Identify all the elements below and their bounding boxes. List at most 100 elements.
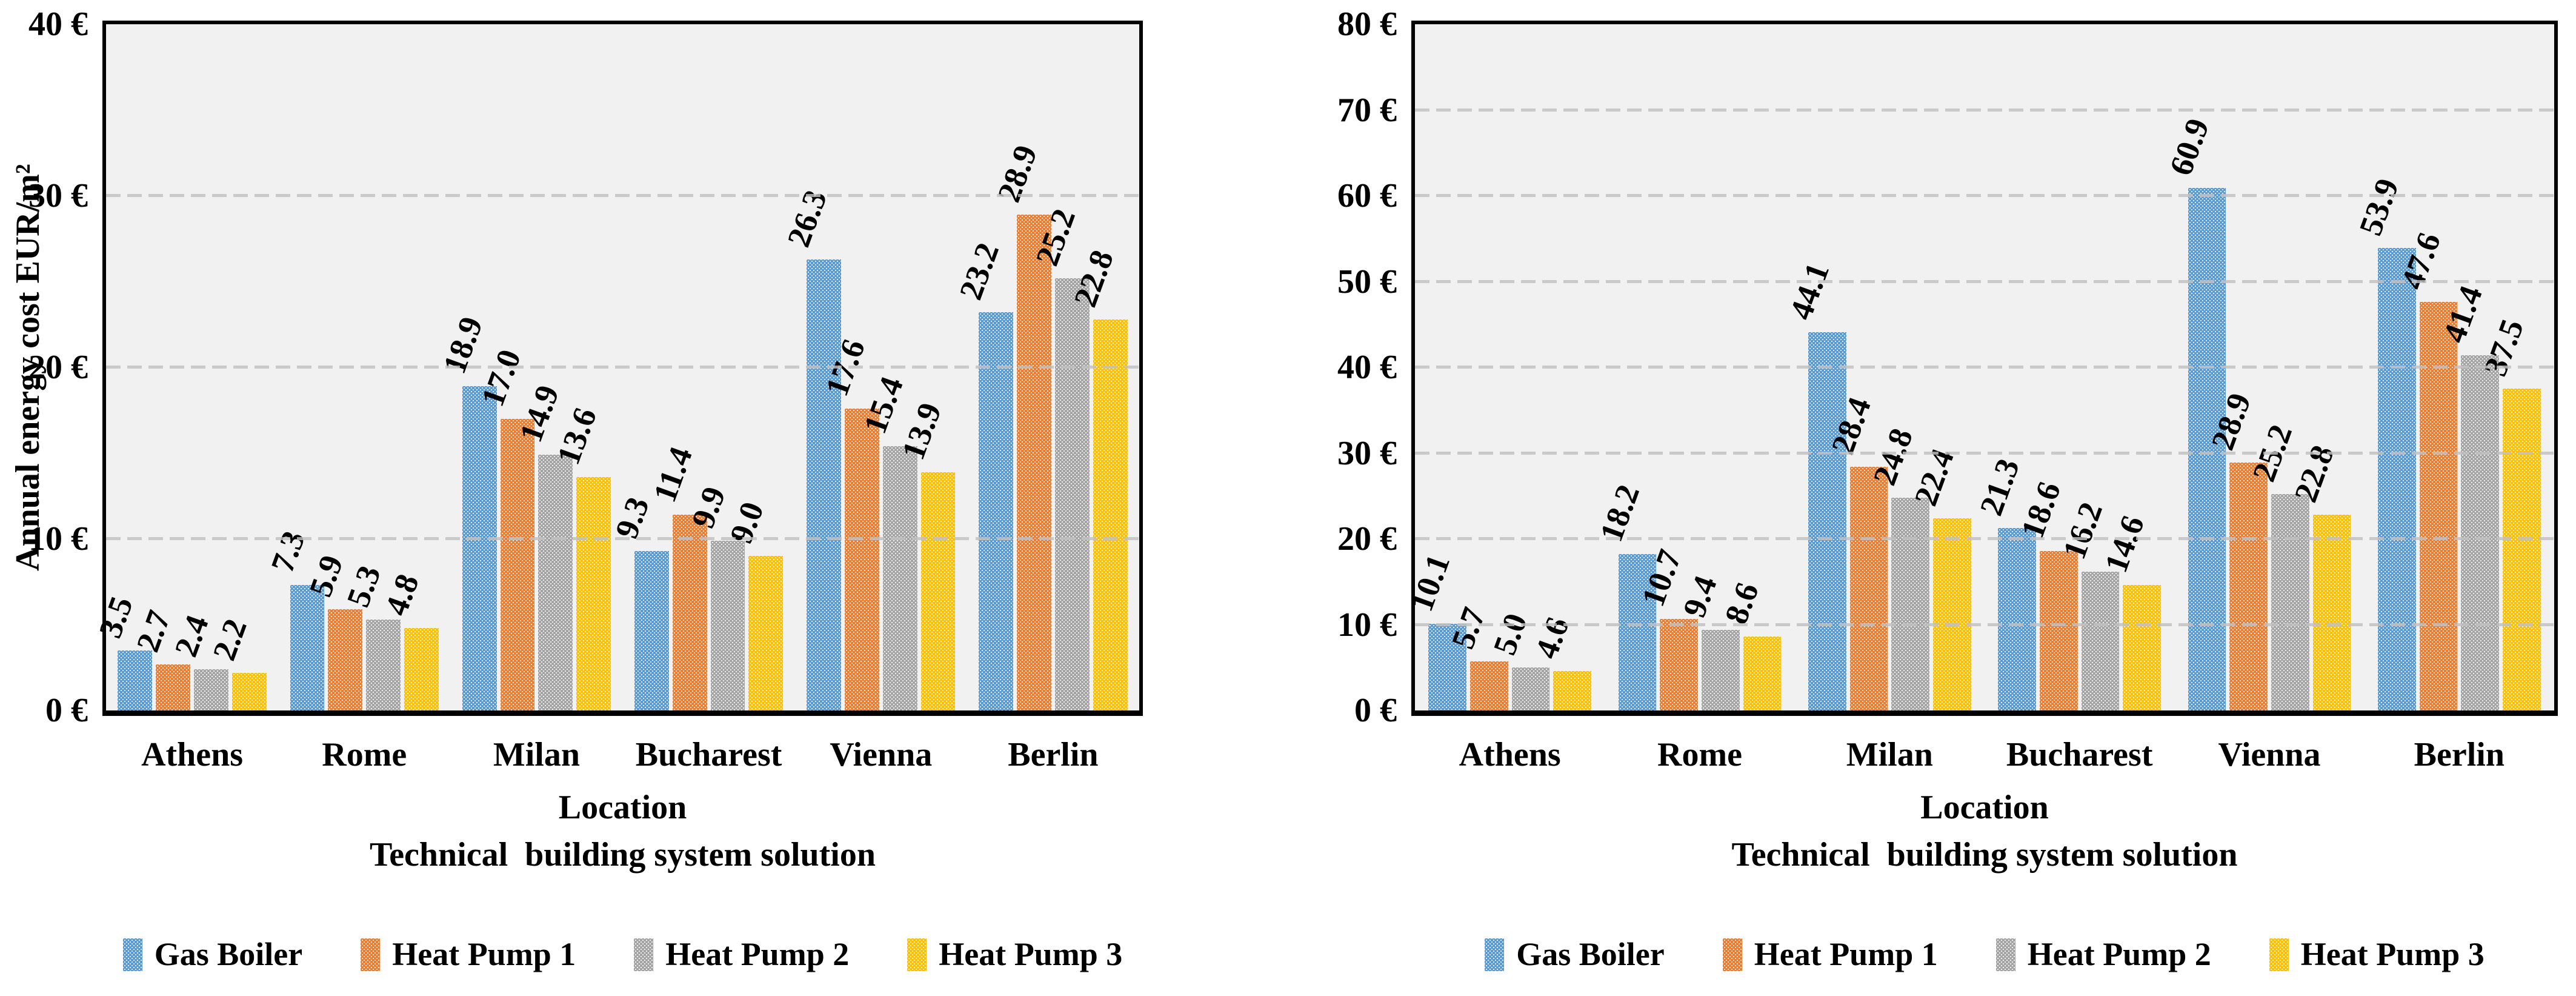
y-tick-label: 20 € (1337, 520, 1397, 558)
energy-cost-chart-right: 10.1 5.7 5.0 4.6 18.2 10.7 9.4 8.6 44.1 28.4 24.8 2… (1288, 0, 2576, 996)
bar-gas-boiler-bucharest: 9.3 (608, 492, 669, 710)
bar-value-label: 22.8 (2287, 441, 2341, 507)
bar-heat-pump-1-bucharest: 18.6 (2014, 477, 2078, 710)
bar-gas-boiler-berlin: 53.9 (2352, 174, 2416, 710)
x-tick-label-vienna: Vienna (2218, 736, 2321, 774)
category-group-athens: 3.5 2.7 2.4 2.2 (92, 24, 278, 710)
legend-swatch (361, 938, 381, 971)
y-tick-label: 50 € (1337, 262, 1397, 301)
category-group-milan: 18.9 17.0 14.9 13.6 (436, 24, 622, 710)
bar-gas-boiler-vienna: 60.9 (2162, 114, 2226, 710)
bar-value-label: 22.8 (1067, 245, 1121, 312)
y-tick-label: 30 € (28, 177, 88, 215)
legend-item-heat-pump-3: Heat Pump 3 (2269, 936, 2484, 973)
bar-value-label: 24.8 (1866, 423, 1920, 490)
bar-heat-pump-2-berlin: 25.2 (1029, 204, 1090, 710)
bar-value-label: 13.9 (894, 398, 948, 464)
bar-value-label: 16.2 (2055, 497, 2110, 564)
y-tick-label: 70 € (1337, 91, 1397, 129)
bar-value-label: 28.9 (990, 140, 1045, 207)
legend-item-label: Gas Boiler (154, 936, 303, 973)
legend-swatch (1722, 938, 1742, 971)
category-group-berlin: 53.9 47.6 41.4 37.5 (2352, 24, 2554, 710)
bar-gas-boiler-bucharest: 21.3 (1972, 453, 2036, 710)
x-tick-label-berlin: Berlin (2414, 736, 2504, 774)
x-tick-label-milan: Milan (493, 736, 580, 774)
bar-heat-pump-2-athens: 5.0 (1486, 609, 1550, 710)
x-tick-label-athens: Athens (1459, 736, 1561, 774)
category-group-bucharest: 21.3 18.6 16.2 14.6 (1972, 24, 2174, 710)
plot-area: 3.5 2.7 2.4 2.2 7.3 5.9 5.3 4.8 18.9 17.0 14.9 13.6… (92, 21, 1143, 716)
y-tick-label: 0 € (1354, 692, 1397, 729)
bar-heat-pump-3-vienna: 13.9 (894, 398, 956, 710)
bar-gas-boiler-berlin: 23.2 (953, 238, 1014, 710)
x-tick-label-athens: Athens (141, 736, 244, 774)
legend-item-heat-pump-1: Heat Pump 1 (361, 936, 576, 973)
category-group-athens: 10.1 5.7 5.0 4.6 (1403, 24, 1605, 710)
legend-item-heat-pump-2: Heat Pump 2 (1995, 936, 2211, 972)
legend-item-label: Heat Pump 1 (392, 936, 576, 973)
x-tick-label-berlin: Berlin (1008, 736, 1099, 774)
legend-item-label: Heat Pump 2 (665, 936, 850, 973)
bar-heat-pump-2-rome: 5.3 (340, 561, 401, 710)
bar-heat-pump-1-rome: 10.7 (1634, 544, 1698, 710)
legend-item-heat-pump-2: Heat Pump 2 (634, 936, 850, 973)
category-group-vienna: 60.9 28.9 25.2 22.8 (2162, 24, 2364, 710)
bar-value-label: 41.4 (2435, 281, 2489, 348)
bar-value-label: 9.4 (1676, 571, 1725, 623)
category-group-milan: 44.1 28.4 24.8 22.4 (1783, 24, 1985, 710)
bar-heat-pump-3-milan: 22.4 (1908, 444, 1971, 710)
bar-heat-pump-2-milan: 14.9 (512, 381, 573, 710)
bar-value-label: 10.1 (1403, 549, 1457, 617)
bar-gas-boiler-milan: 44.1 (1783, 258, 1846, 710)
y-tick-label: 30 € (1337, 434, 1397, 472)
bar-value-label: 4.8 (378, 569, 427, 621)
x-axis-title-location: Location (1920, 789, 2049, 826)
bar-heat-pump-1-berlin: 28.9 (991, 141, 1051, 710)
x-tick-label-bucharest: Bucharest (635, 736, 782, 774)
legend-item-label: Gas Boiler (1516, 936, 1665, 973)
y-tick-label: 40 € (28, 5, 88, 43)
bar-value-label: 37.5 (2477, 315, 2531, 381)
category-group-rome: 7.3 5.9 5.3 4.8 (264, 24, 450, 710)
bar-heat-pump-2-milan: 24.8 (1866, 424, 1929, 710)
bar-value-label: 14.6 (2097, 511, 2151, 578)
category-group-bucharest: 9.3 11.4 9.9 9.0 (608, 24, 795, 710)
y-tick-label: 80 € (1337, 5, 1397, 43)
bar-heat-pump-3-vienna: 22.8 (2287, 441, 2351, 710)
bar-value-label: 22.4 (1907, 444, 1962, 511)
legend-swatch (2269, 938, 2289, 971)
legend-swatch (907, 938, 927, 971)
legend-swatch (1485, 938, 1505, 971)
bar-heat-pump-1-athens: 5.7 (1445, 603, 1508, 710)
x-tick-label-bucharest: Bucharest (2006, 736, 2153, 774)
legend-item-label: Heat Pump 1 (1754, 936, 1938, 973)
y-tick-label: 60 € (1337, 177, 1397, 215)
bar-heat-pump-1-vienna: 28.9 (2204, 389, 2268, 710)
legend-item-heat-pump-3: Heat Pump 3 (907, 936, 1122, 972)
x-axis-title-system-solution: Technical building system solution (369, 836, 876, 874)
bar-heat-pump-3-bucharest: 9.0 (722, 497, 784, 710)
bar-gas-boiler-rome: 18.2 (1593, 480, 1657, 710)
legend-item-gas-boiler: Gas Boiler (122, 936, 303, 973)
bar-heat-pump-2-bucharest: 16.2 (2055, 497, 2120, 710)
bar-heat-pump-2-rome: 9.4 (1676, 571, 1740, 710)
legend-item-label: Heat Pump 3 (2300, 936, 2484, 973)
bar-gas-boiler-athens: 3.5 (92, 592, 153, 710)
bar-heat-pump-2-vienna: 15.4 (856, 372, 917, 710)
bar-heat-pump-3-berlin: 37.5 (2477, 315, 2541, 710)
bar-value-label: 5.0 (1486, 609, 1534, 660)
bar-heat-pump-2-athens: 2.4 (168, 610, 228, 710)
bar-gas-boiler-athens: 10.1 (1403, 550, 1466, 710)
bar-heat-pump-3-athens: 4.6 (1528, 612, 1591, 710)
y-tick-label: 0 € (45, 692, 88, 729)
legend-swatch (634, 938, 654, 971)
bar-heat-pump-1-milan: 17.0 (474, 345, 535, 710)
legend-item-heat-pump-1: Heat Pump 1 (1722, 936, 1938, 973)
plot-area: 10.1 5.7 5.0 4.6 18.2 10.7 9.4 8.6 44.1 28.4 24.8 2… (1403, 21, 2558, 716)
legend-swatch (1995, 938, 2015, 971)
bar-value-label: 11.4 (646, 442, 700, 507)
bar-value-label: 3.5 (92, 592, 140, 643)
bar-value-label: 47.6 (2394, 228, 2448, 295)
